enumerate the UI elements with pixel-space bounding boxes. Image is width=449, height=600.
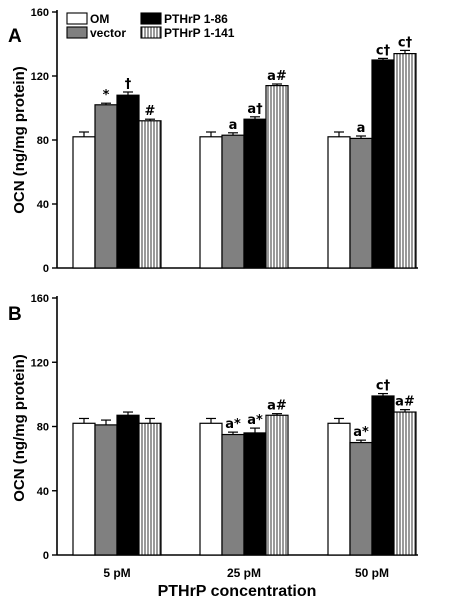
significance-label: a* bbox=[225, 417, 241, 432]
bar bbox=[116, 94, 140, 269]
bar bbox=[221, 433, 245, 556]
y-axis-label: OCN (ng/mg protein) bbox=[11, 66, 28, 213]
y-tick-label: 40 bbox=[37, 199, 49, 211]
significance-label: a* bbox=[247, 413, 263, 428]
y-tick-label: 120 bbox=[31, 357, 49, 369]
legend-label: PTHrP 1-86 bbox=[164, 12, 228, 26]
y-tick-label: 160 bbox=[31, 7, 49, 19]
bar bbox=[243, 118, 267, 269]
bar bbox=[371, 59, 395, 269]
bar bbox=[72, 422, 96, 556]
bar bbox=[221, 134, 245, 269]
legend-label: PTHrP 1-141 bbox=[164, 26, 235, 40]
x-tick-label: 50 pM bbox=[355, 566, 389, 580]
legend-swatch bbox=[140, 12, 162, 25]
bar bbox=[371, 395, 395, 556]
bar bbox=[243, 432, 267, 556]
bar bbox=[349, 137, 373, 269]
bar bbox=[265, 414, 289, 556]
bar bbox=[349, 441, 373, 556]
panel-label: A bbox=[8, 26, 22, 47]
significance-label: † bbox=[125, 77, 132, 92]
chart-panel-b: 0 40 80 120 160 OCN (ng/mg protein) Ba* a* a* c† a… bbox=[8, 293, 418, 600]
bar bbox=[327, 422, 351, 556]
significance-label: a† bbox=[247, 102, 263, 117]
significance-label: a* bbox=[353, 425, 369, 440]
significance-label: # bbox=[145, 104, 156, 119]
significance-label: a# bbox=[267, 399, 287, 414]
y-tick-label: 40 bbox=[37, 486, 49, 498]
significance-label: a# bbox=[395, 395, 415, 410]
bar bbox=[94, 424, 118, 556]
y-tick-label: 0 bbox=[43, 550, 49, 562]
panel-label: B bbox=[8, 304, 22, 325]
x-tick-label: 25 pM bbox=[227, 566, 261, 580]
significance-label: c† bbox=[376, 43, 391, 58]
legend-label: OM bbox=[90, 12, 109, 26]
legend-swatch bbox=[66, 12, 88, 25]
x-tick-label: 5 pM bbox=[103, 566, 130, 580]
bar bbox=[72, 136, 96, 269]
bar bbox=[327, 136, 351, 269]
bar bbox=[199, 422, 223, 556]
y-axis-label: OCN (ng/mg protein) bbox=[11, 354, 28, 501]
significance-label: a# bbox=[267, 69, 287, 84]
y-tick-label: 0 bbox=[43, 263, 49, 275]
bar bbox=[138, 120, 162, 269]
legend-swatch bbox=[140, 26, 162, 39]
bar bbox=[393, 411, 417, 556]
y-tick-label: 80 bbox=[37, 422, 49, 434]
bar bbox=[393, 52, 417, 269]
legend-label: vector bbox=[90, 26, 126, 40]
bar bbox=[265, 84, 289, 269]
significance-label: a bbox=[229, 118, 238, 133]
y-tick-label: 160 bbox=[31, 293, 49, 305]
significance-label: c† bbox=[376, 379, 391, 394]
bar bbox=[138, 422, 162, 556]
y-tick-label: 120 bbox=[31, 71, 49, 83]
x-axis-label: PTHrP concentration bbox=[158, 583, 317, 600]
bar bbox=[116, 414, 140, 556]
legend-swatch bbox=[66, 26, 88, 39]
bar bbox=[199, 136, 223, 269]
significance-label: a bbox=[357, 121, 366, 136]
significance-label: c† bbox=[398, 35, 413, 50]
significance-label: * bbox=[103, 88, 110, 103]
y-tick-label: 80 bbox=[37, 135, 49, 147]
bar bbox=[94, 104, 118, 269]
